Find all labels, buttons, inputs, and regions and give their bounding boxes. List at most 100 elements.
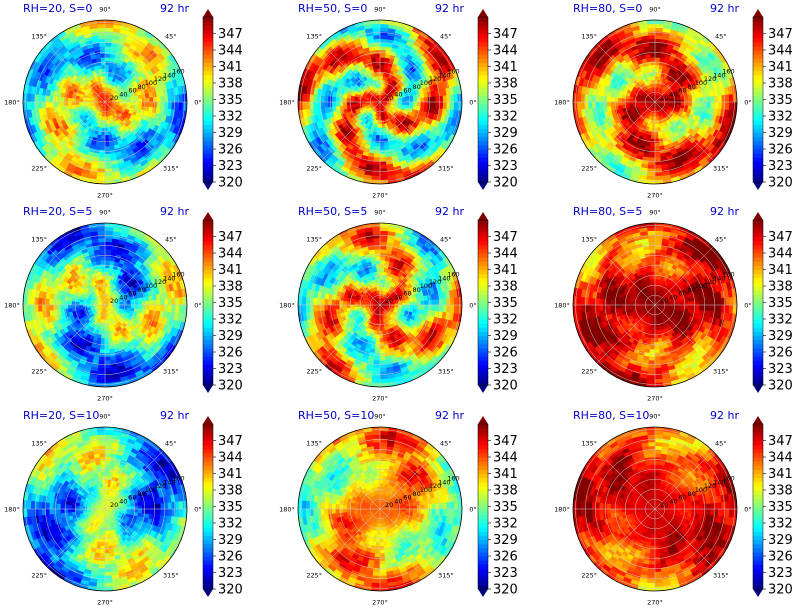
colorbar-tick-label: 347 <box>768 27 793 42</box>
angle-label: 135° <box>306 236 322 244</box>
angle-label: 225° <box>581 571 597 579</box>
angle-label: 270° <box>372 192 388 200</box>
colorbar-tick-label: 341 <box>218 467 243 482</box>
colorbar-tick-label: 344 <box>218 451 243 466</box>
angle-label: 45° <box>715 440 727 448</box>
colorbar-extend-max <box>203 9 213 17</box>
angle-label: 315° <box>713 367 729 375</box>
angle-label: 0° <box>469 302 476 310</box>
grid-spoke <box>596 508 656 568</box>
colorbar-tick-label: 320 <box>768 583 793 598</box>
radial-label: 60 <box>678 494 686 502</box>
colorbar-tick-label: 326 <box>768 346 793 361</box>
colorbar-tick-label: 344 <box>218 247 243 262</box>
colorbar-extend-min <box>478 589 488 597</box>
radial-label: 160 <box>447 68 459 76</box>
colorbar-tick-label: 335 <box>218 500 243 515</box>
grid-spoke <box>321 304 381 364</box>
angle-label: 45° <box>165 33 177 41</box>
polar-frame <box>297 222 463 388</box>
angle-label: 45° <box>165 236 177 244</box>
colorbar-tick-label: 338 <box>493 77 518 92</box>
angle-label: 180° <box>4 99 20 107</box>
colorbar-tick-label: 332 <box>218 517 243 532</box>
angle-label: 90° <box>374 413 386 421</box>
colorbar-tick-label: 335 <box>768 93 793 108</box>
angle-label: 180° <box>279 302 295 310</box>
panel-time: 92 hr <box>710 409 739 422</box>
colorbar-tick-label: 347 <box>218 434 243 449</box>
radial-label: 60 <box>128 290 136 298</box>
colorbar-tick-label: 347 <box>218 27 243 42</box>
radial-label: 160 <box>722 271 734 279</box>
radial-label: 40 <box>119 497 127 505</box>
panel-2: 90°45°0°315°270°225°180°135°20 40 60 801001… <box>279 2 518 200</box>
colorbar-tick-label: 320 <box>493 583 518 598</box>
angle-label: 0° <box>469 506 476 514</box>
colorbar-tick-label: 323 <box>768 566 793 581</box>
colorbar-tick-label: 344 <box>768 247 793 262</box>
colorbar-extend-min <box>203 589 213 597</box>
polar-frame <box>297 19 463 185</box>
colorbar-tick-label: 332 <box>768 517 793 532</box>
radial-label: 60 <box>403 494 411 502</box>
angle-label: 0° <box>194 506 201 514</box>
colorbar-tick-label: 323 <box>493 566 518 581</box>
radial-label: 140 <box>163 478 175 486</box>
radial-label: 100 <box>145 79 157 87</box>
angle-label: 270° <box>372 395 388 403</box>
radial-label: 160 <box>722 475 734 483</box>
radial-label: 100 <box>695 282 707 290</box>
colorbar-tick-label: 323 <box>218 159 243 174</box>
panel-time: 92 hr <box>435 409 464 422</box>
radial-label: 120 <box>704 482 716 490</box>
colorbar-tick-label: 320 <box>218 379 243 394</box>
angle-label: 180° <box>554 302 570 310</box>
angle-label: 180° <box>554 506 570 514</box>
colorbar-tick-label: 335 <box>218 296 243 311</box>
grid-spoke <box>596 246 656 306</box>
colorbar-tick-label: 323 <box>768 362 793 377</box>
grid-spoke <box>379 304 439 364</box>
radial-label: 120 <box>154 482 166 490</box>
panel-9: 90°45°0°315°270°225°180°135°20 40 60 801001… <box>554 409 793 607</box>
colorbar-tick-label: 323 <box>493 159 518 174</box>
grid-spoke <box>46 246 106 306</box>
radial-label: 20 <box>660 297 668 305</box>
colorbar-tick-label: 329 <box>768 533 793 548</box>
panel-title: RH=20, S=0 <box>23 2 92 15</box>
angle-label: 315° <box>438 367 454 375</box>
radial-label: 80 <box>688 490 696 498</box>
grid-spoke <box>321 43 381 103</box>
radial-label: 20 <box>385 297 393 305</box>
angle-label: 315° <box>163 164 179 172</box>
colorbar-extend-max <box>478 416 488 424</box>
radial-label: 20 <box>385 501 393 509</box>
colorbar-tick-label: 335 <box>493 296 518 311</box>
radial-label: 120 <box>154 278 166 286</box>
radial-label: 140 <box>163 71 175 79</box>
angle-label: 270° <box>647 599 663 607</box>
colorbar-tick-label: 332 <box>768 313 793 328</box>
radial-label: 160 <box>172 271 184 279</box>
panel-title: RH=50, S=0 <box>298 2 367 15</box>
radial-label: 60 <box>403 87 411 95</box>
panel-title: RH=20, S=5 <box>23 205 92 218</box>
colorbar-tick-label: 335 <box>768 500 793 515</box>
angle-label: 45° <box>715 236 727 244</box>
colorbar-extend-max <box>753 9 763 17</box>
radial-label: 100 <box>420 79 432 87</box>
angle-label: 225° <box>581 367 597 375</box>
angle-label: 225° <box>31 164 47 172</box>
radial-label: 40 <box>394 90 402 98</box>
panel-time: 92 hr <box>710 2 739 15</box>
angle-label: 270° <box>372 599 388 607</box>
colorbar-extend-min <box>753 589 763 597</box>
colorbar-tick-label: 326 <box>493 143 518 158</box>
radial-label: 80 <box>688 286 696 294</box>
colorbar-extend-max <box>753 416 763 424</box>
colorbar-tick-label: 338 <box>768 77 793 92</box>
angle-label: 135° <box>581 236 597 244</box>
